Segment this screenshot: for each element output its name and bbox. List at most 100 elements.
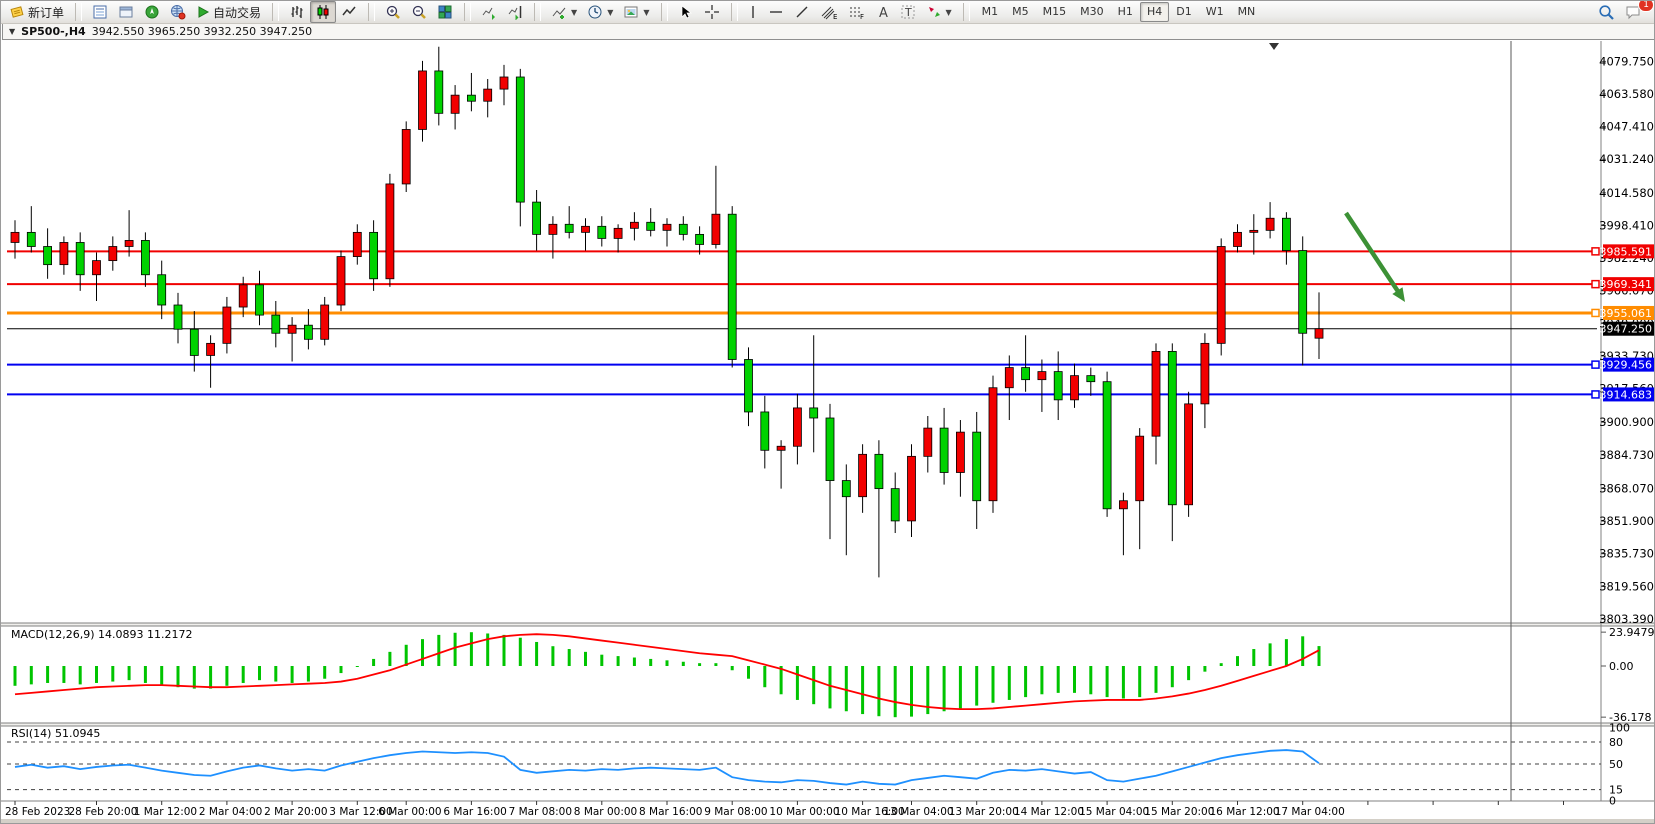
candle-body	[841, 480, 851, 498]
arrows-tool-button[interactable]: ▼	[921, 1, 957, 23]
macd-axis-label: 0.00	[1609, 660, 1634, 673]
fibonacci-tool-button[interactable]: F	[843, 1, 871, 23]
timeframe-m5[interactable]: M5	[1012, 5, 1029, 18]
rsi-axis-label: 80	[1609, 736, 1623, 749]
candle-body	[1151, 351, 1161, 437]
pane-separator-1[interactable]	[1, 723, 1655, 726]
candle-body	[727, 213, 737, 360]
indicators-button[interactable]: ▼	[546, 1, 582, 23]
tile-windows-button[interactable]	[432, 1, 458, 23]
autotrading-button[interactable]: 自动交易	[191, 1, 266, 23]
candle-body	[255, 284, 264, 316]
trendline-tool-button[interactable]	[789, 1, 815, 23]
chart-window-titlebar[interactable]: ▼ SP500-,H4 3942.550 3965.250 3932.250 3…	[2, 23, 1654, 40]
label-tool-button[interactable]: T	[895, 1, 921, 23]
line-chart-button[interactable]	[336, 1, 362, 23]
resistance-line-2-handle[interactable]	[1591, 279, 1600, 289]
collapse-icon[interactable]: ▼	[9, 27, 16, 36]
market-watch-icon[interactable]	[87, 1, 113, 23]
macd-histogram-bar	[143, 666, 147, 683]
autoscroll-icon	[481, 4, 497, 20]
toolbar-separator	[75, 3, 83, 21]
time-axis-label: 13 Mar 04:00	[884, 806, 954, 818]
candle-body	[26, 231, 36, 247]
support-line-1-handle[interactable]	[1591, 360, 1600, 369]
notifications-icon[interactable]: 1	[1620, 1, 1654, 23]
candlestick-button[interactable]	[310, 1, 337, 23]
chart-shift-marker-icon[interactable]	[1269, 43, 1279, 50]
zoom-in-button[interactable]	[380, 1, 406, 23]
data-window-icon[interactable]	[113, 1, 139, 23]
candle-body	[124, 240, 134, 247]
timeframe-h4[interactable]: H4	[1139, 2, 1170, 22]
terminal-icon[interactable]	[165, 1, 191, 23]
vline-icon	[748, 4, 758, 20]
auto-scroll-button[interactable]	[476, 1, 502, 23]
crosshair-button[interactable]	[699, 1, 725, 23]
chart-shift-button[interactable]	[502, 1, 528, 23]
svg-text:E: E	[833, 13, 837, 20]
candle-body	[1265, 217, 1275, 231]
timeframe-mn[interactable]: MN	[1237, 5, 1256, 18]
dropdown-caret-icon[interactable]: ▼	[945, 7, 952, 17]
timeframe-w1[interactable]: W1	[1205, 5, 1224, 18]
macd-histogram-bar	[747, 666, 750, 679]
resistance-line-1-price-badge	[1603, 244, 1654, 259]
timeframe-d1[interactable]: D1	[1176, 5, 1192, 18]
rsi-axis-label: 0	[1609, 795, 1616, 808]
candle-body	[1053, 371, 1063, 401]
resistance-line-1-handle[interactable]	[1591, 247, 1600, 256]
bar-chart-button[interactable]	[284, 1, 310, 23]
candle-body	[434, 70, 444, 114]
macd-histogram-bar	[730, 666, 734, 671]
candle-body	[1102, 381, 1112, 510]
candle-body	[1167, 351, 1177, 506]
search-icon[interactable]	[1593, 1, 1620, 23]
macd-histogram-bar	[812, 666, 816, 705]
pivot-line-handle[interactable]	[1591, 308, 1600, 318]
trend-arrow-object[interactable]	[1344, 211, 1402, 295]
candle-body	[630, 221, 639, 229]
zoom-out-button[interactable]	[406, 1, 432, 23]
new-order-button[interactable]: 新订单	[4, 1, 69, 23]
time-axis-label: 8 Mar 00:00	[574, 806, 637, 818]
hline-tool-button[interactable]	[763, 1, 789, 23]
timeframe-m30[interactable]: M30	[1080, 5, 1104, 18]
text-tool-button[interactable]: A	[871, 1, 895, 23]
macd-histogram-bar	[127, 666, 131, 681]
candle-body	[1216, 246, 1226, 344]
dropdown-caret-icon[interactable]: ▼	[607, 7, 614, 17]
time-axis-label: 3 Mar 12:00	[329, 806, 392, 818]
timeframe-h1[interactable]: H1	[1117, 5, 1133, 18]
timeframe-m1[interactable]: M1	[981, 5, 999, 18]
templates-button[interactable]: ▼	[618, 1, 654, 23]
support-line-2-handle[interactable]	[1591, 390, 1600, 399]
vline-tool-button[interactable]	[743, 1, 763, 23]
channel-tool-button[interactable]: E	[815, 1, 843, 23]
macd-histogram-bar	[1252, 649, 1256, 666]
candle-body	[1021, 367, 1030, 381]
candle-body	[613, 227, 623, 239]
macd-histogram-bar	[975, 666, 979, 706]
window-bottom-edge	[1, 819, 1654, 823]
trend-arrow-head-icon[interactable]	[1392, 287, 1405, 302]
navigator-icon[interactable]	[139, 1, 165, 23]
candle-body	[874, 453, 884, 490]
channel-icon: E	[820, 4, 838, 20]
toolbar-group-4	[473, 1, 531, 23]
time-axis-label: 2 Mar 04:00	[199, 806, 262, 818]
macd-histogram-bar	[535, 641, 539, 666]
dropdown-caret-icon[interactable]: ▼	[643, 7, 650, 17]
pane-separator-0[interactable]	[1, 623, 1655, 626]
cursor-button[interactable]	[673, 1, 699, 23]
time-axis-label: 28 Feb 2023	[5, 806, 70, 818]
periods-button[interactable]: ▼	[582, 1, 618, 23]
main-pane[interactable]	[7, 41, 1601, 623]
candle-body	[1282, 217, 1291, 251]
timeframe-m15[interactable]: M15	[1042, 5, 1067, 18]
dropdown-caret-icon[interactable]: ▼	[571, 7, 578, 17]
price-axis-label: 3803.390	[1599, 612, 1654, 626]
toolbar-group-7: E F A T ▼	[740, 1, 960, 23]
